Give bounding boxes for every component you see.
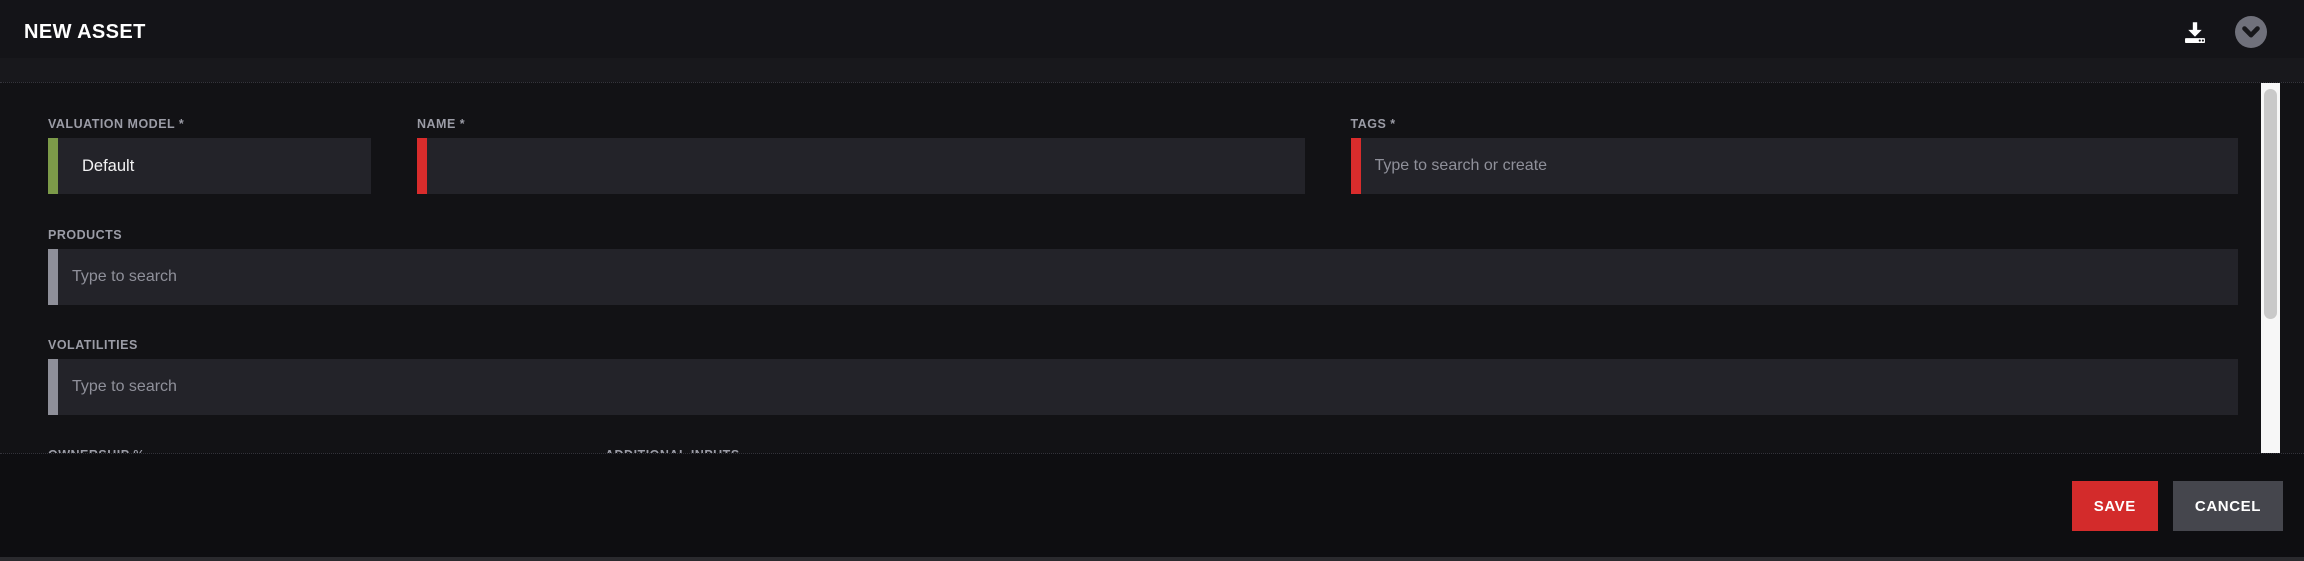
volatilities-label: VOLATILITIES	[48, 338, 138, 352]
tags-input[interactable]	[1360, 138, 2238, 194]
valuation-model-select[interactable]: Default	[48, 138, 371, 194]
page-title: NEW ASSET	[24, 20, 146, 43]
tags-input-wrap	[1350, 138, 2238, 194]
download-icon	[2182, 19, 2208, 48]
download-button[interactable]	[2182, 19, 2208, 48]
form-row-1: VALUATION MODEL * Default NAME * TAGS *	[48, 117, 2238, 194]
header-divider-strip	[0, 58, 2304, 82]
name-input[interactable]	[427, 138, 1305, 194]
cancel-button[interactable]: CANCEL	[2172, 481, 2283, 531]
valuation-model-label: VALUATION MODEL *	[48, 117, 185, 131]
scrollbar-thumb[interactable]	[2264, 89, 2277, 319]
tags-label: TAGS *	[1350, 117, 1396, 131]
volatilities-input-wrap	[48, 359, 2238, 415]
footer-buttons: SAVE CANCEL	[2071, 481, 2283, 531]
dialog-header: NEW ASSET	[0, 0, 2304, 58]
tags-field: TAGS *	[1350, 117, 2238, 194]
scrollbar-track[interactable]	[2261, 83, 2280, 453]
additional-inputs-label: ADDITIONAL INPUTS	[605, 448, 740, 453]
volatilities-field: VOLATILITIES	[48, 338, 2238, 415]
name-input-wrap	[417, 138, 1305, 194]
valuation-model-field: VALUATION MODEL * Default	[48, 117, 371, 194]
collapse-button[interactable]	[2234, 15, 2268, 52]
name-label: NAME *	[417, 117, 466, 131]
form-row-4-cutoff: OWNERSHIP % ADDITIONAL INPUTS	[48, 448, 2238, 453]
window-bottom-edge	[0, 557, 2304, 561]
products-label: PRODUCTS	[48, 228, 123, 242]
name-field: NAME *	[417, 117, 1305, 194]
header-icons	[2182, 15, 2268, 52]
products-field: PRODUCTS	[48, 228, 2238, 305]
volatilities-input[interactable]	[58, 359, 2238, 415]
dialog-footer: SAVE CANCEL	[0, 453, 2304, 557]
ownership-label: OWNERSHIP %	[48, 448, 605, 453]
chevron-down-circle-icon	[2234, 15, 2268, 52]
form-scroll-area: VALUATION MODEL * Default NAME * TAGS * …	[0, 82, 2304, 453]
valuation-model-value: Default	[82, 156, 135, 175]
products-input-wrap	[48, 249, 2238, 305]
products-input[interactable]	[58, 249, 2238, 305]
save-button[interactable]: SAVE	[2071, 481, 2158, 531]
